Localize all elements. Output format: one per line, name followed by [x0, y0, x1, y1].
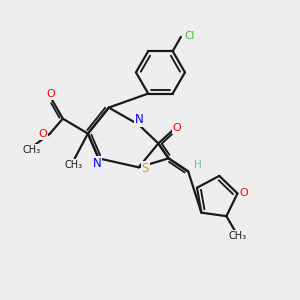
- Text: O: O: [46, 89, 55, 100]
- Text: N: N: [93, 157, 101, 170]
- Text: N: N: [135, 113, 144, 126]
- Text: CH₃: CH₃: [22, 145, 40, 155]
- Text: S: S: [142, 162, 149, 175]
- Text: CH₃: CH₃: [229, 231, 247, 241]
- Text: H: H: [194, 160, 202, 170]
- Text: CH₃: CH₃: [64, 160, 82, 170]
- Text: O: O: [38, 129, 47, 139]
- Text: O: O: [240, 188, 248, 198]
- Text: O: O: [172, 123, 181, 133]
- Text: Cl: Cl: [184, 31, 194, 41]
